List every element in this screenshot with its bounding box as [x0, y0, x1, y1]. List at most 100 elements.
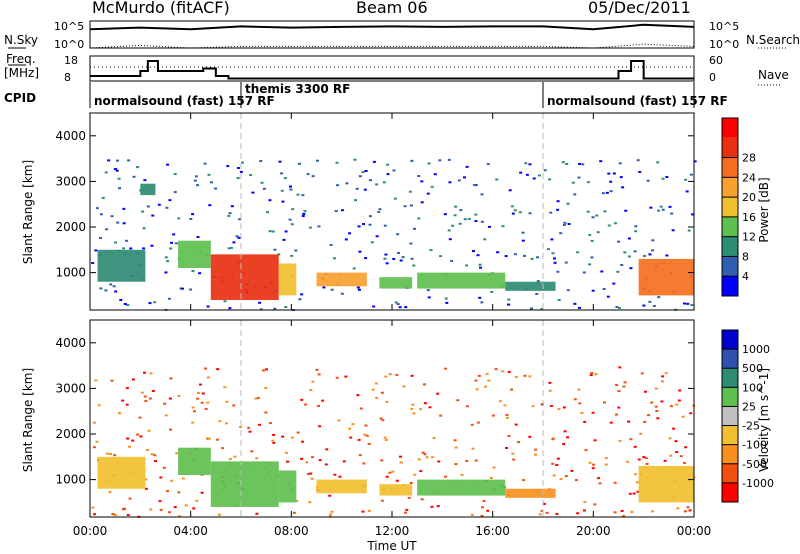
- echo-scatter-point: [167, 297, 171, 300]
- echo-scatter-point: [588, 461, 592, 464]
- echo-scatter-point: [593, 439, 597, 442]
- echo-region: [379, 484, 413, 496]
- echo-scatter-point: [574, 479, 578, 482]
- echo-scatter-point: [511, 212, 515, 215]
- beam-title: Beam 06: [356, 0, 428, 17]
- echo-scatter-point: [437, 460, 441, 463]
- echo-scatter-point: [591, 411, 595, 414]
- echo-scatter-point: [383, 257, 387, 260]
- echo-scatter-point: [364, 257, 368, 260]
- echo-scatter-point: [368, 179, 372, 182]
- echo-scatter-point: [149, 508, 153, 511]
- echo-scatter-point: [217, 513, 221, 516]
- nave-label: Nave: [758, 68, 789, 82]
- echo-scatter-point: [259, 308, 263, 311]
- echo-scatter-point: [517, 441, 521, 444]
- echo-scatter-point: [140, 391, 144, 394]
- freq-panel: Freq. [MHz] 18 8 Nave 60 0: [4, 52, 789, 86]
- echo-scatter-point: [590, 371, 594, 374]
- echo-scatter-point: [596, 231, 600, 234]
- echo-scatter-point: [636, 481, 640, 484]
- power-colorbar-swatch: [722, 157, 738, 178]
- echo-scatter-point: [379, 417, 383, 420]
- echo-scatter-point: [643, 420, 647, 423]
- power-colorbar-tick-label: 16: [742, 211, 756, 224]
- echo-scatter-point: [208, 204, 212, 207]
- echo-scatter-point: [600, 270, 604, 273]
- echo-scatter-point: [566, 289, 570, 292]
- echo-scatter-point: [601, 192, 605, 195]
- echo-scatter-point: [687, 229, 691, 232]
- echo-scatter-point: [419, 470, 423, 473]
- echo-scatter-point: [153, 454, 157, 457]
- echo-scatter-point: [617, 406, 621, 409]
- echo-scatter-point: [615, 384, 619, 387]
- echo-scatter-point: [150, 453, 154, 456]
- echo-scatter-point: [636, 490, 640, 493]
- echo-scatter-point: [463, 218, 467, 221]
- echo-scatter-point: [280, 189, 284, 192]
- velocity-colorbar-tick-label: 100: [742, 381, 763, 394]
- echo-scatter-point: [453, 439, 457, 442]
- echo-scatter-point: [629, 438, 633, 441]
- velocity-colorbar-tick-label: -100: [742, 439, 767, 452]
- echo-scatter-point: [227, 247, 231, 250]
- power-colorbar-swatch: [722, 197, 738, 217]
- echo-scatter-point: [511, 452, 515, 455]
- echo-scatter-point: [487, 379, 491, 382]
- echo-scatter-point: [177, 394, 181, 397]
- echo-scatter-point: [241, 161, 245, 164]
- echo-scatter-point: [301, 215, 305, 218]
- echo-scatter-point: [291, 208, 295, 211]
- echo-scatter-point: [577, 388, 581, 391]
- echo-scatter-point: [114, 241, 118, 244]
- echo-scatter-point: [588, 263, 592, 266]
- echo-scatter-point: [300, 398, 304, 401]
- echo-scatter-point: [556, 457, 560, 460]
- echo-scatter-point: [332, 257, 336, 260]
- echo-scatter-point: [210, 181, 214, 184]
- echo-scatter-point: [286, 460, 290, 463]
- velocity-panel: 1000 2000 3000 4000 Slant Range [km] 1000 50…: [21, 319, 774, 518]
- echo-scatter-point: [398, 455, 402, 458]
- echo-scatter-point: [115, 169, 119, 172]
- echo-scatter-point: [661, 375, 665, 378]
- echo-scatter-point: [174, 242, 178, 245]
- echo-scatter-point: [528, 435, 532, 438]
- echo-scatter-point: [236, 166, 240, 169]
- power-colorbar-tick-label: 8: [742, 250, 749, 263]
- echo-scatter-point: [329, 243, 333, 246]
- echo-scatter-point: [530, 307, 534, 310]
- echo-scatter-point: [643, 254, 647, 257]
- echo-scatter-point: [609, 180, 613, 183]
- power-colorbar-swatch: [722, 276, 738, 296]
- echo-scatter-point: [207, 437, 211, 440]
- echo-scatter-point: [417, 175, 421, 178]
- echo-scatter-point: [665, 176, 669, 179]
- echo-scatter-point: [310, 477, 314, 480]
- nsky-series-line: [89, 23, 695, 31]
- echo-scatter-point: [199, 383, 203, 386]
- echo-scatter-point: [657, 209, 661, 212]
- echo-scatter-point: [232, 404, 236, 407]
- echo-scatter-point: [191, 270, 195, 273]
- echo-scatter-point: [426, 289, 430, 292]
- echo-scatter-point: [621, 186, 625, 189]
- echo-scatter-point: [576, 251, 580, 254]
- nave-tick-bottom: 0: [709, 71, 716, 84]
- echo-scatter-point: [223, 300, 227, 303]
- echo-scatter-point: [300, 293, 304, 296]
- echo-scatter-point: [255, 457, 259, 460]
- echo-scatter-point: [607, 224, 611, 227]
- echo-scatter-point: [148, 302, 152, 305]
- echo-scatter-point: [649, 206, 653, 209]
- echo-scatter-point: [196, 391, 200, 394]
- echo-scatter-point: [405, 508, 409, 511]
- echo-scatter-point: [651, 510, 655, 513]
- echo-scatter-point: [581, 163, 585, 166]
- echo-scatter-point: [630, 510, 634, 513]
- echo-scatter-point: [138, 416, 142, 419]
- time-tick-label: 12:00: [375, 524, 410, 538]
- echo-scatter-point: [356, 286, 360, 289]
